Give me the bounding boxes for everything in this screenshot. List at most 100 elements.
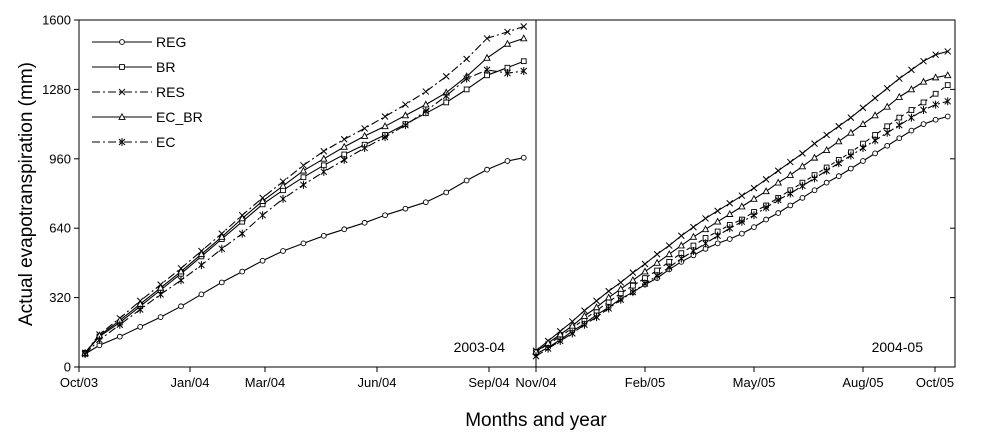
- data-point-reg: [198, 291, 205, 298]
- data-point-ec: [483, 65, 491, 74]
- data-point-reg: [116, 333, 123, 340]
- data-point-res: [118, 88, 126, 96]
- data-point-ec-br: [320, 154, 328, 162]
- data-point-res: [920, 57, 927, 65]
- data-point-ec: [463, 74, 470, 83]
- y-tick-label: 640: [49, 221, 71, 236]
- data-point-br: [463, 86, 470, 93]
- data-point-br: [920, 99, 927, 106]
- data-point-res: [520, 23, 528, 30]
- data-point-ec-br: [798, 162, 807, 170]
- data-point-ec: [568, 329, 576, 338]
- x-tick-label: May/05: [733, 375, 776, 390]
- x-tick-label: Sep/04: [468, 375, 509, 390]
- data-point-ec-br: [556, 330, 564, 338]
- data-point-res: [593, 297, 600, 305]
- data-point-ec: [883, 128, 891, 137]
- data-point-br: [520, 58, 527, 65]
- data-point-reg: [520, 154, 527, 161]
- data-point-reg: [860, 158, 866, 164]
- data-point-reg: [443, 189, 450, 196]
- data-point-br: [119, 64, 125, 70]
- data-point-ec: [238, 229, 246, 238]
- data-point-reg: [751, 224, 757, 230]
- data-point-res: [504, 28, 511, 36]
- data-point-ec-br: [907, 85, 916, 93]
- data-point-ec: [422, 107, 430, 116]
- data-point-ec: [279, 194, 287, 203]
- data-point-ec-br: [641, 267, 649, 275]
- data-point-res: [883, 84, 891, 92]
- data-point-ec: [402, 121, 409, 130]
- data-point-ec: [544, 344, 552, 353]
- data-point-res: [895, 75, 903, 82]
- data-point-res: [762, 176, 770, 183]
- data-point-ec-br: [258, 196, 267, 204]
- data-point-ec: [932, 100, 939, 109]
- data-point-reg: [504, 158, 511, 164]
- data-point-reg: [872, 150, 878, 157]
- data-point-reg: [799, 194, 806, 201]
- data-point-ec: [835, 159, 843, 168]
- data-point-reg: [463, 177, 470, 184]
- data-point-res: [629, 269, 637, 277]
- data-point-ec-br: [919, 77, 928, 85]
- data-point-res: [932, 51, 939, 59]
- data-point-res: [786, 158, 794, 166]
- data-point-res: [320, 147, 328, 155]
- data-point-reg: [119, 39, 125, 45]
- legend-item-reg: REG: [92, 34, 186, 50]
- data-point-ec-br: [483, 53, 491, 61]
- data-point-res: [726, 199, 734, 207]
- data-point-ec-br: [279, 181, 287, 189]
- data-point-ec: [811, 174, 818, 183]
- data-point-ec: [81, 349, 89, 358]
- data-point-res: [823, 131, 830, 139]
- data-point-ec-br: [381, 122, 389, 130]
- data-point-ec: [750, 211, 758, 220]
- data-point-reg: [944, 113, 951, 120]
- x-axis-title: Months and year: [465, 410, 607, 431]
- data-point-reg: [775, 210, 782, 216]
- data-point-br: [944, 82, 951, 88]
- data-point-res: [402, 101, 409, 108]
- series-line-reg: [84, 157, 524, 355]
- data-point-ec-br: [197, 250, 206, 258]
- data-point-ec: [96, 335, 103, 344]
- data-point-br: [896, 114, 903, 121]
- data-point-ec: [653, 271, 661, 280]
- data-point-res: [799, 150, 806, 157]
- data-point-ec-br: [360, 131, 369, 139]
- data-point-ec: [665, 263, 673, 272]
- data-point-ec-br: [401, 111, 410, 119]
- data-point-ec: [847, 151, 855, 160]
- data-point-res: [463, 55, 470, 63]
- data-point-reg: [259, 257, 266, 264]
- data-point-ec-br: [762, 187, 770, 195]
- panel-frame: [535, 19, 956, 368]
- data-point-ec: [118, 138, 126, 146]
- data-point-ec-br: [604, 293, 613, 301]
- data-point-ec: [520, 66, 528, 75]
- data-point-ec: [702, 239, 709, 248]
- data-point-ec-br: [238, 214, 246, 222]
- data-point-ec-br: [689, 232, 698, 240]
- data-point-reg: [932, 116, 939, 123]
- data-point-res: [847, 114, 855, 121]
- legend: REG BR RES EC_BR EC: [92, 34, 203, 150]
- data-point-ec-br: [653, 258, 661, 266]
- data-point-ec: [593, 313, 600, 322]
- data-point-ec-br: [786, 170, 795, 178]
- data-point-ec: [871, 136, 879, 145]
- series-line-ec: [84, 69, 524, 355]
- data-point-res: [300, 161, 307, 169]
- data-point-reg: [402, 205, 409, 212]
- data-point-ec: [136, 305, 144, 314]
- data-point-ec: [157, 290, 164, 299]
- legend-item-res: RES: [92, 84, 185, 100]
- data-point-ec-br: [871, 111, 879, 119]
- panel-2: Feb/05 May/05 Aug/05 Oct/05 2004-05: [532, 19, 956, 390]
- data-point-ec-br: [931, 73, 940, 81]
- y-tick-label: 320: [49, 290, 71, 305]
